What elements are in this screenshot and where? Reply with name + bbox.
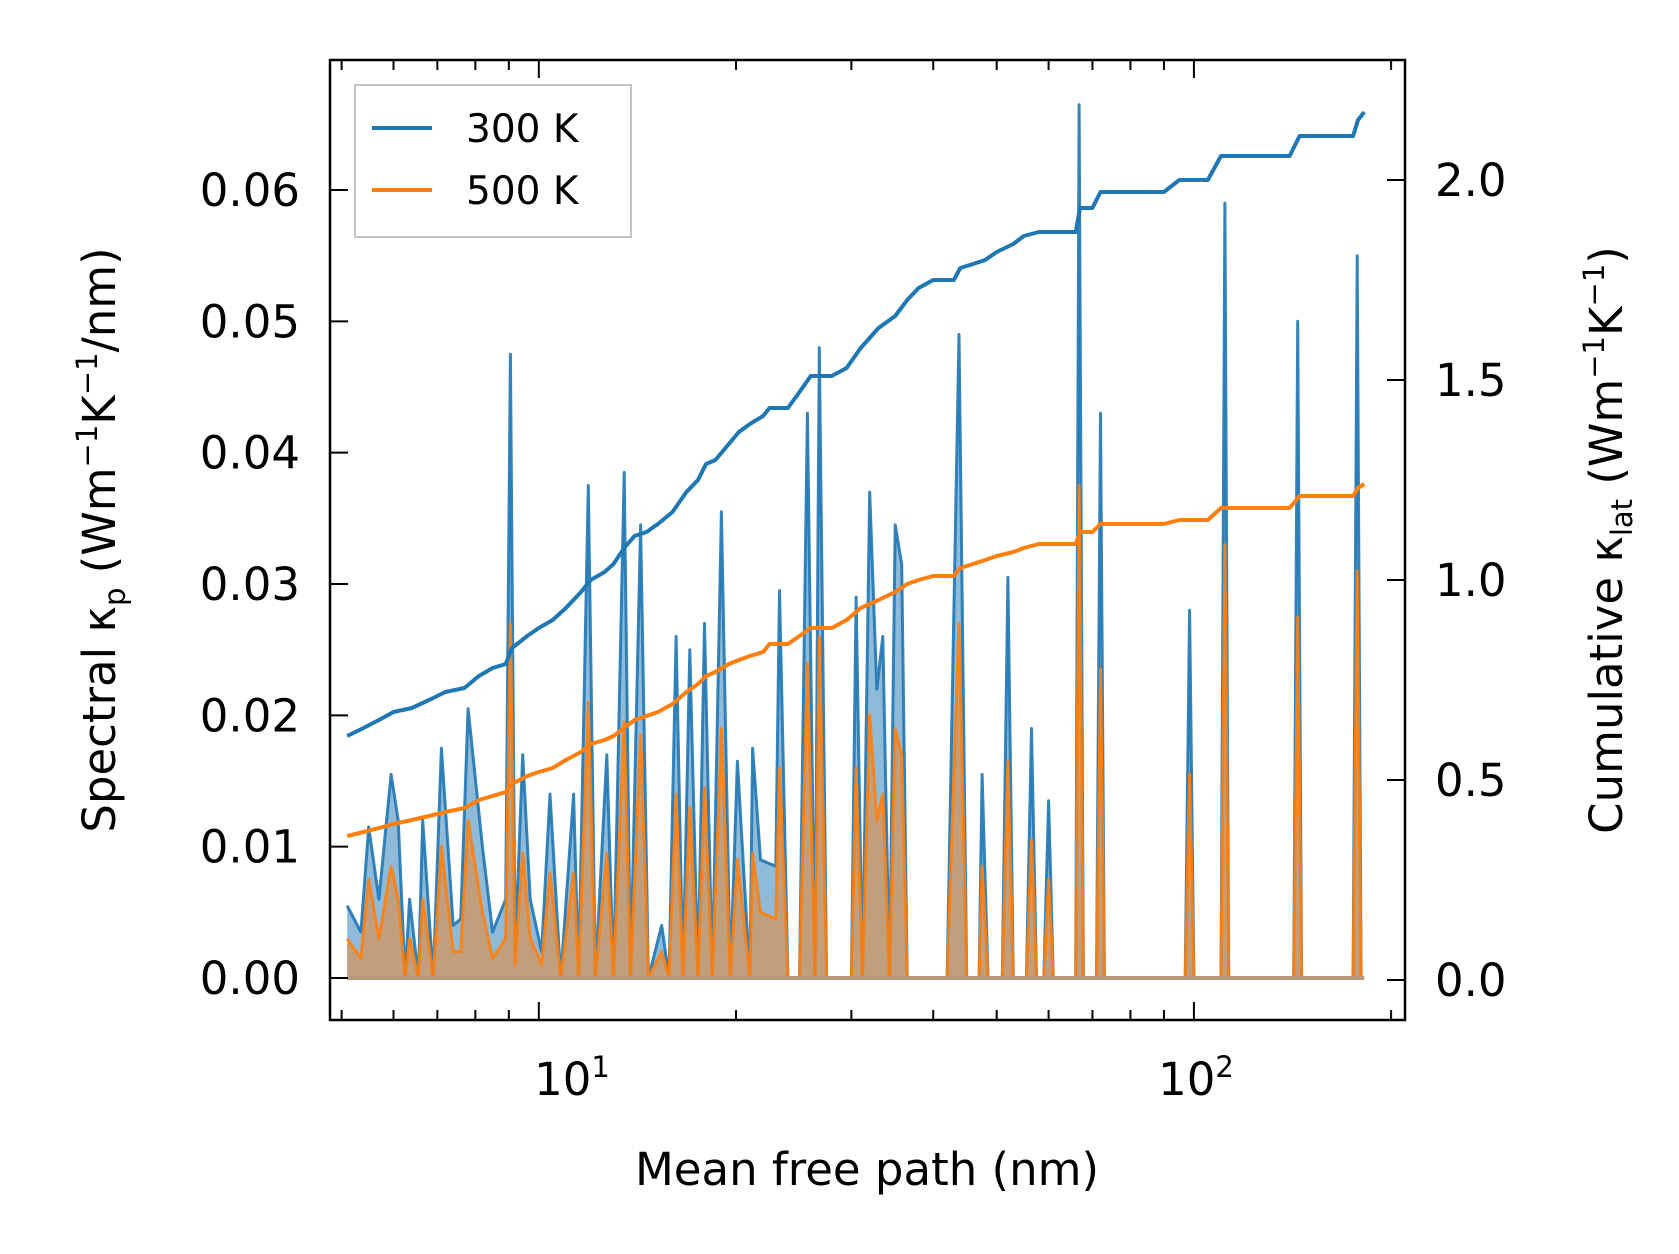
plot-frame: [328, 58, 1407, 1022]
left-y-tick-label: 0.05: [200, 295, 300, 348]
left-y-axis-ticks: 0.00 0.01 0.02 0.03 0.04 0.05 0.06: [200, 164, 348, 1005]
right-y-tick-label: 1.0: [1435, 554, 1507, 607]
right-y-tick-label: 0.0: [1435, 954, 1507, 1007]
right-y-tick-label: 0.5: [1435, 754, 1507, 807]
cumulative-layer: [346, 110, 1366, 838]
right-y-axis-ticks: 0.0 0.5 1.0 1.5 2.0: [1387, 154, 1507, 1007]
left-y-tick-label: 0.06: [200, 164, 300, 217]
left-y-tick-label: 0.00: [200, 952, 300, 1005]
spectral-line-500k: [345, 484, 1363, 980]
legend-box: [354, 84, 632, 238]
left-y-tick-label: 0.02: [200, 689, 300, 742]
spectral-layer: [345, 103, 1365, 980]
x-axis-ticks: [340, 60, 1393, 1020]
cumulative-line-500k: [346, 482, 1366, 838]
left-y-axis-title: Spectral κp (Wm−1K−1/nm): [70, 247, 132, 832]
x-tick-label-100: 102: [1158, 1050, 1234, 1106]
cumulative-line-300k: [346, 110, 1366, 738]
legend-label-300k: 300 K: [466, 107, 580, 152]
legend: 300 K 500 K: [354, 84, 632, 238]
right-y-tick-label: 1.5: [1435, 354, 1507, 407]
x-tick-label-10: 101: [534, 1050, 610, 1106]
right-y-tick-label: 2.0: [1435, 154, 1507, 207]
legend-label-500k: 500 K: [466, 169, 580, 214]
x-axis-title: Mean free path (nm): [635, 1143, 1099, 1196]
left-y-tick-label: 0.04: [200, 427, 300, 480]
left-y-tick-label: 0.01: [200, 821, 300, 874]
right-y-axis-title: Cumulative κlat (Wm−1K−1): [1577, 246, 1639, 834]
left-y-tick-label: 0.03: [200, 558, 300, 611]
